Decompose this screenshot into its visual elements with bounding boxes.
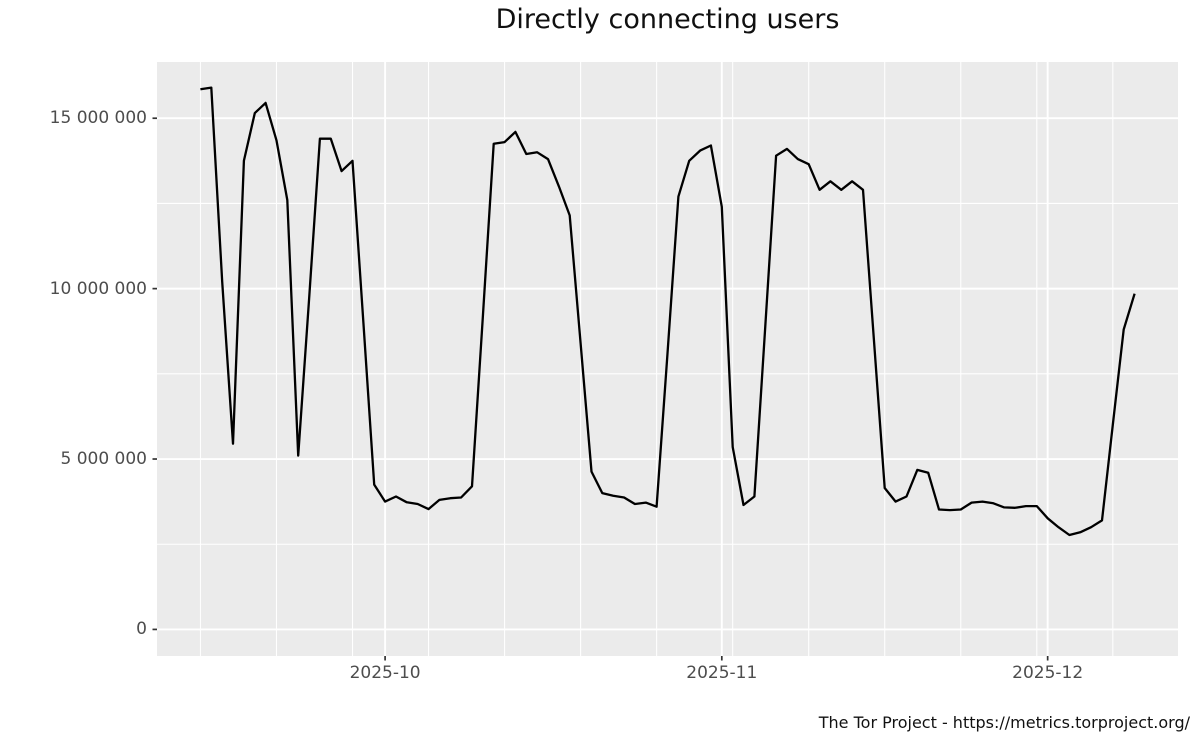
x-tick-label: 2025-10 <box>349 663 421 683</box>
y-tick-label: 10 000 000 <box>49 278 147 299</box>
attribution-text: The Tor Project - https://metrics.torpro… <box>818 713 1190 732</box>
y-tick-label: 5 000 000 <box>60 449 147 470</box>
x-tick-label: 2025-11 <box>686 663 758 683</box>
y-tick-label: 15 000 000 <box>49 108 147 129</box>
x-tick-label: 2025-12 <box>1012 663 1084 683</box>
data-line-directly-connecting-users <box>200 86 1136 537</box>
chart-title: Directly connecting users <box>495 4 840 35</box>
y-tick-label: 0 <box>136 619 147 640</box>
